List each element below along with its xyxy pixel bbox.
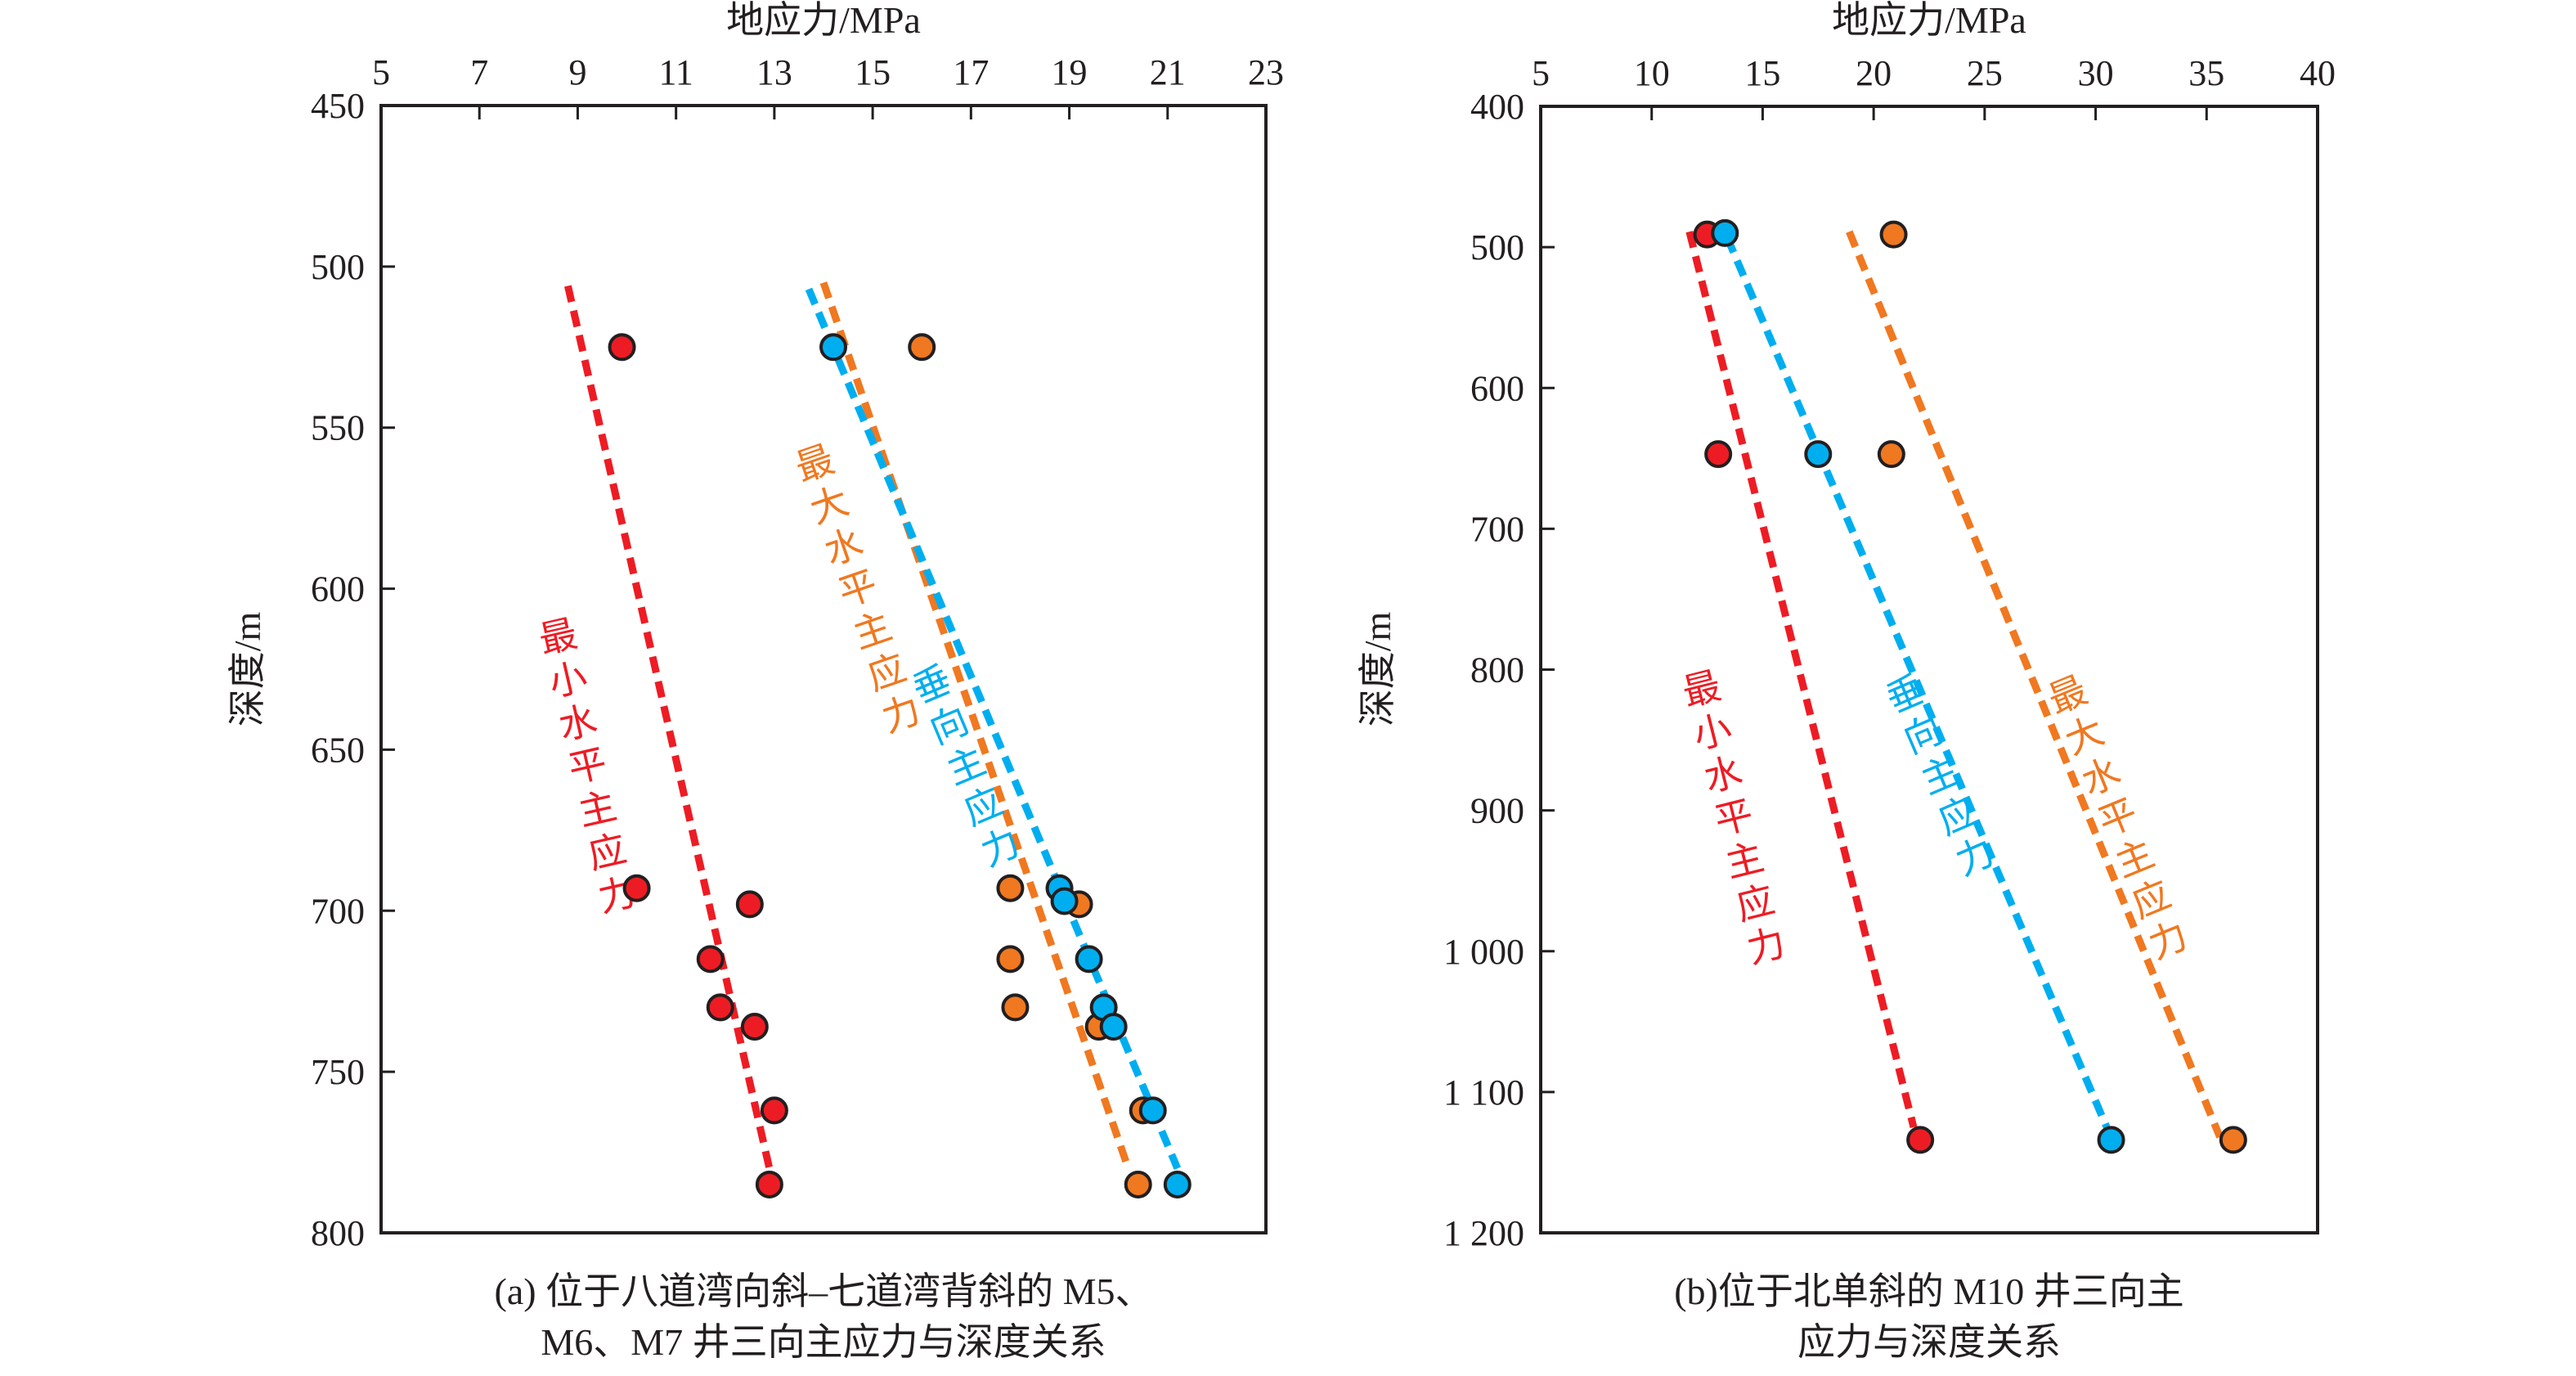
panel-a-point-min-horizontal	[735, 890, 764, 919]
panel-a-point-max-horizontal	[996, 874, 1025, 902]
panel-a-y-tick-label: 450	[311, 86, 365, 126]
panel-a-point-max-horizontal	[1001, 993, 1030, 1022]
panel-a-point-min-horizontal	[740, 1013, 769, 1041]
panel-a-x-tick-label: 7	[470, 52, 488, 92]
panel-a-x-tick-label: 9	[568, 52, 586, 92]
panel-b-y-tick-label: 500	[1470, 227, 1524, 268]
panel-b-x-tick-label: 20	[1856, 53, 1892, 93]
panel-a-trendline-min-horizontal	[564, 285, 774, 1170]
panel-a-x-tick-label: 11	[658, 52, 693, 92]
panel-a-x-tick-label: 17	[953, 52, 989, 92]
panel-a-plot-frame	[379, 104, 1268, 1234]
panel-a-point-max-horizontal	[996, 945, 1025, 974]
panel-a-x-tick-label: 13	[756, 52, 792, 92]
panel-b-y-tick-label: 400	[1470, 87, 1524, 127]
panel-b-y-tick-label: 900	[1470, 791, 1524, 831]
panel-a-caption-line-1: (a) 位于八道湾向斜–七道湾背斜的 M5、	[494, 1270, 1153, 1312]
panel-b-point-max-horizontal	[1879, 220, 1908, 249]
panel-b-x-tick-label: 35	[2188, 53, 2224, 93]
panel-b-caption-line-1: (b)位于北单斜的 M10 井三向主	[1674, 1270, 2184, 1312]
panel-a-point-min-horizontal	[706, 993, 734, 1022]
panel-b-x-axis-title: 地应力/MPa	[1832, 0, 2026, 41]
panel-a-x-tick-label: 19	[1052, 52, 1088, 92]
panel-b-y-tick-label: 1 100	[1443, 1072, 1524, 1113]
series-label-char: 最	[535, 611, 581, 663]
panel-a-point-max-horizontal	[1124, 1170, 1152, 1198]
series-label-char: 平	[564, 740, 611, 792]
panel-b-y-tick-label: 1 200	[1443, 1213, 1524, 1253]
panel-a-y-tick-label: 500	[311, 247, 365, 287]
series-label-char: 主	[574, 783, 621, 834]
panel-a-caption-line-2: M6、M7 井三向主应力与深度关系	[541, 1321, 1106, 1363]
panel-a-chart: 地应力/MPa 深度/m 5 7 9 11 13 15 17 19 21 23 450 500 550 6…	[227, 0, 1284, 1253]
panel-b-trendline-max-horizontal	[1846, 230, 2224, 1139]
panel-b-point-max-horizontal	[1877, 440, 1905, 469]
panel-a-point-max-horizontal	[908, 333, 936, 362]
panel-a-point-vertical	[1099, 1013, 1128, 1041]
series-label-char: 力	[1743, 920, 1790, 973]
series-label-char: 应	[584, 826, 631, 878]
panel-b-point-vertical	[2097, 1126, 2125, 1154]
panel-a-point-vertical	[1075, 945, 1103, 974]
series-label-char: 水	[554, 697, 601, 749]
panel-a-point-min-horizontal	[696, 945, 725, 974]
panel-a-y-tick-label: 700	[311, 891, 365, 931]
panel-a-y-tick-label: 750	[311, 1052, 365, 1092]
panel-a-y-axis-title: 深度/m	[227, 612, 268, 727]
panel-b-trendline-min-horizontal	[1685, 231, 1918, 1128]
panel-b-x-tick-label: 25	[1967, 53, 2003, 93]
panel-a-point-vertical	[1050, 887, 1079, 915]
panel-b-plot-frame	[1539, 105, 2319, 1234]
panel-a-point-vertical	[1138, 1096, 1167, 1125]
panel-b-point-max-horizontal	[2219, 1126, 2247, 1154]
panel-b-x-tick-label: 5	[1532, 53, 1550, 93]
panel-a-point-min-horizontal	[760, 1096, 788, 1125]
panel-a-y-tick-label: 800	[311, 1213, 365, 1253]
panel-b-y-tick-label: 800	[1470, 650, 1524, 690]
panel-a-caption: (a) 位于八道湾向斜–七道湾背斜的 M5、 M6、M7 井三向主应力与深度关系	[381, 1266, 1266, 1368]
panel-a-trendline-max-horizontal	[819, 281, 1132, 1170]
panel-b-point-min-horizontal	[1906, 1126, 1935, 1154]
panel-b-x-tick-label: 15	[1744, 53, 1780, 93]
panel-a-x-tick-label: 5	[372, 52, 390, 92]
panel-a-y-tick-label: 600	[311, 569, 365, 609]
panel-b-chart: 地应力/MPa 深度/m 5 10 15 20 25 30 35 40 400 500 600 700…	[1357, 0, 2336, 1253]
series-label-char: 小	[545, 654, 591, 705]
panel-b-caption: (b)位于北单斜的 M10 井三向主 应力与深度关系	[1541, 1266, 2318, 1368]
panel-a-x-tick-label: 21	[1150, 52, 1186, 92]
panel-b-y-axis-title: 深度/m	[1357, 612, 1398, 727]
panel-b-trendline-vertical	[1723, 236, 2111, 1129]
panel-b-caption-line-2: 应力与深度关系	[1797, 1321, 2061, 1363]
panel-b-point-vertical	[1711, 218, 1739, 247]
panel-a-y-tick-label: 650	[311, 730, 365, 770]
panel-a-y-tick-label: 550	[311, 408, 365, 448]
panel-a-x-tick-label: 15	[855, 52, 891, 92]
panel-b-x-tick-label: 30	[2078, 53, 2114, 93]
panel-b-point-min-horizontal	[1704, 440, 1733, 469]
panel-a-point-min-horizontal	[755, 1170, 783, 1198]
panel-a-point-min-horizontal	[622, 874, 651, 902]
panel-b-y-tick-label: 600	[1470, 368, 1524, 408]
panel-b-y-tick-label: 700	[1470, 509, 1524, 549]
panel-b-x-tick-label: 10	[1634, 53, 1670, 93]
panel-a-x-tick-label: 23	[1248, 52, 1284, 92]
panel-a-point-vertical	[1163, 1170, 1192, 1198]
panel-a-x-axis-title: 地应力/MPa	[726, 0, 921, 41]
panel-b-x-tick-label: 40	[2300, 53, 2336, 93]
panel-b-y-tick-label: 1 000	[1443, 932, 1524, 972]
panel-a-point-vertical	[819, 333, 848, 362]
panel-b-point-vertical	[1804, 440, 1833, 469]
panel-a-point-min-horizontal	[608, 333, 636, 362]
